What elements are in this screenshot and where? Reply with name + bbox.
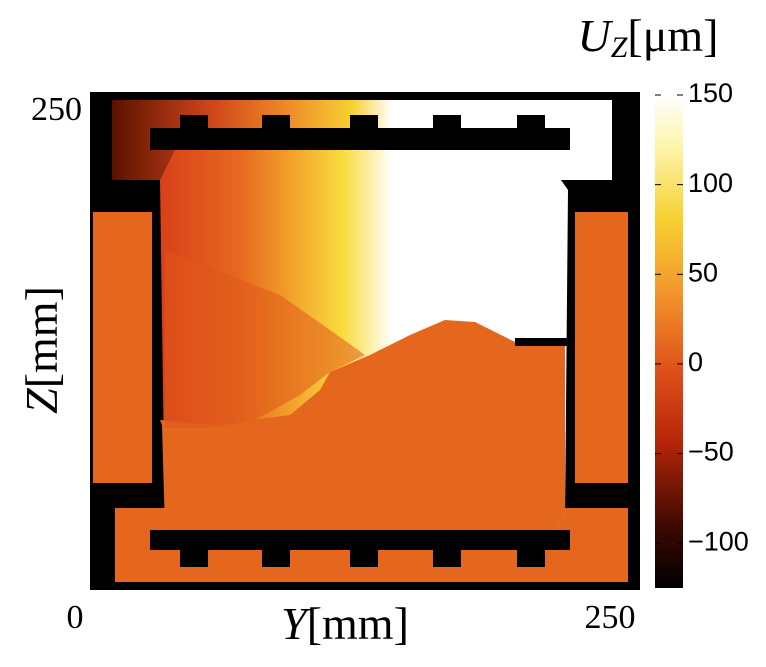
axes: 0 250 250 150 100 50 0 −50 −100 — [31, 78, 749, 636]
colorbar-tick-label: 0 — [688, 347, 703, 377]
x-tick-label: 0 — [67, 599, 84, 636]
colorbar-tick-label: −100 — [688, 526, 749, 556]
colorbar-tick-label: −50 — [688, 437, 734, 467]
y-tick-label: 250 — [31, 91, 82, 128]
field-map — [90, 92, 640, 590]
x-axis-label: Y[mm] — [281, 598, 409, 649]
colorbar-tick-label: 100 — [688, 168, 733, 198]
y-axis-label: Z[mm] — [16, 286, 67, 414]
x-tick-label: 250 — [585, 599, 636, 636]
colorbar-tick-label: 150 — [688, 78, 733, 108]
colorbar — [655, 95, 683, 588]
colorbar-tick-label: 50 — [688, 257, 718, 287]
colorbar-label: UZ[μm] — [577, 10, 718, 64]
